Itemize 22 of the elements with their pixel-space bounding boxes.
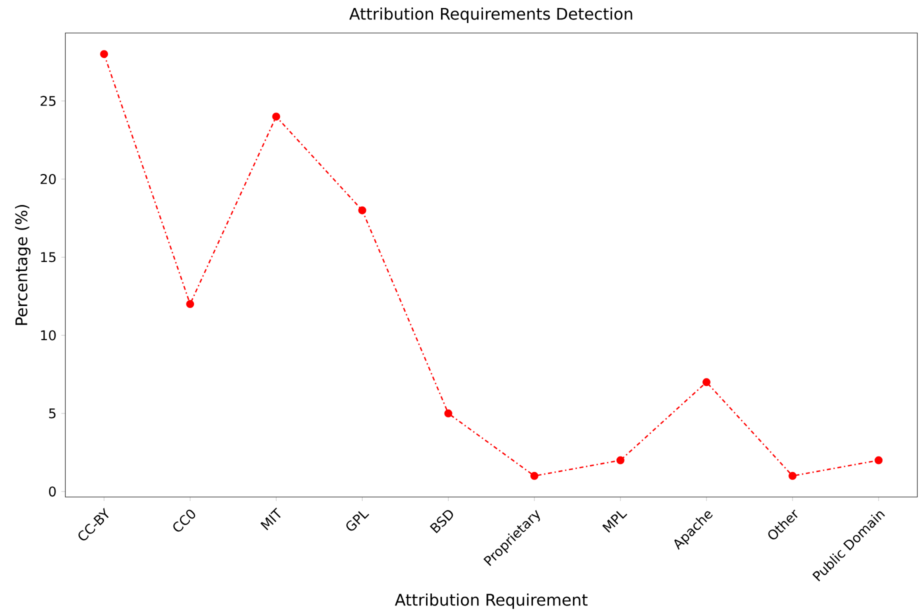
- y-tick-label: 0: [49, 486, 56, 497]
- chart-title: Attribution Requirements Detection: [349, 7, 632, 23]
- point: [272, 112, 280, 121]
- x-tick-label: CC0: [173, 510, 196, 532]
- y-tick-label: 10: [41, 330, 56, 340]
- point: [616, 456, 624, 464]
- y-tick-label: 15: [41, 252, 56, 262]
- point: [186, 300, 194, 308]
- point: [100, 50, 108, 58]
- point: [444, 409, 452, 418]
- point: [530, 472, 538, 480]
- y-tick-label: 20: [40, 174, 56, 184]
- x-tick-label: GPL: [346, 511, 370, 531]
- point: [788, 472, 797, 480]
- point: [874, 456, 883, 464]
- point: [358, 206, 366, 214]
- y-tick-label: 5: [49, 408, 56, 418]
- y-axis-title: Percentage (%): [15, 204, 30, 325]
- y-tick-label: 25: [40, 96, 56, 106]
- point: [702, 378, 710, 386]
- x-tick-label: MPL: [602, 511, 628, 533]
- x-axis-title: Attribution Requirement: [394, 593, 588, 609]
